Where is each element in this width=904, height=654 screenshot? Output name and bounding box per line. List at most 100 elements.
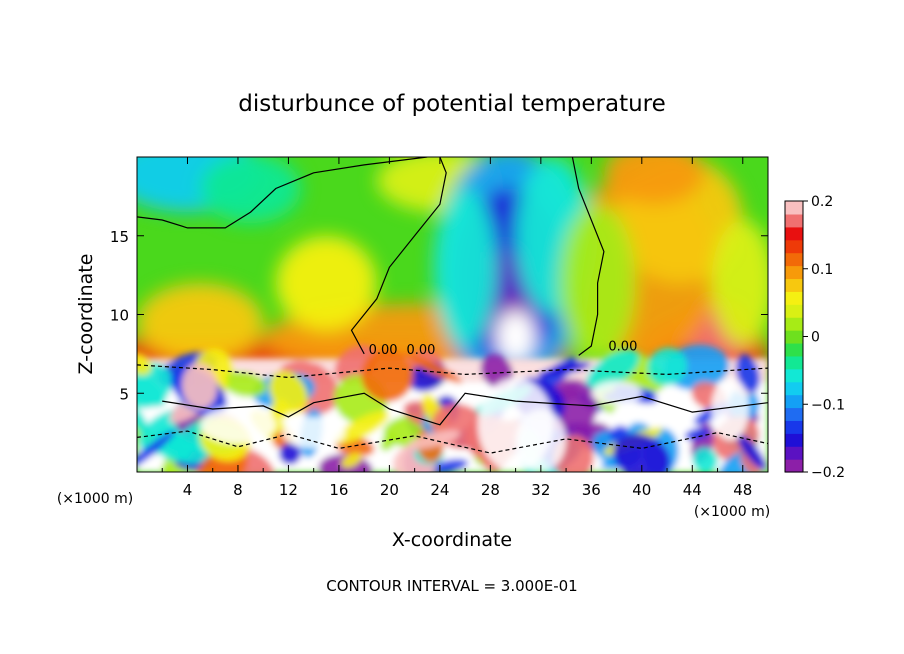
field-patch <box>361 349 414 402</box>
colorbar-swatch <box>785 381 803 396</box>
y-axis-ticks: 5 10 15 <box>110 228 768 403</box>
lower-field <box>137 344 768 472</box>
field-patch <box>433 188 497 346</box>
colorbar-swatch <box>785 459 803 473</box>
colorbar-swatch <box>785 394 803 409</box>
colorbar-swatch <box>785 355 803 370</box>
field-patch <box>404 352 463 384</box>
contour-line <box>571 157 605 356</box>
colorbar-swatch <box>785 213 803 228</box>
contour-lines: 0.00 0.00 0.00 <box>137 157 768 454</box>
field-patch <box>737 434 767 471</box>
contour-line <box>137 157 428 229</box>
field-patch <box>711 220 768 346</box>
colorbar-swatch <box>785 291 803 305</box>
interface-band <box>137 370 768 373</box>
contour-label: 0.00 <box>608 340 637 355</box>
field-patch <box>735 354 760 393</box>
field-patch <box>647 347 688 386</box>
colorbar-swatch <box>785 420 803 434</box>
colorbar-swatch <box>785 330 803 344</box>
colorbar-swatch <box>785 317 803 331</box>
field-patch <box>137 362 173 409</box>
x-tick-label: 16 <box>329 481 348 499</box>
x-axis-label: X-coordinate <box>392 529 512 551</box>
field-patch <box>613 433 671 472</box>
colorbar-tick-label: 0.1 <box>811 262 833 278</box>
colorbar-tick-label: 0.2 <box>811 194 833 210</box>
x-tick-label: 44 <box>683 481 702 499</box>
x-tick-label: 48 <box>733 481 752 499</box>
contour-line <box>162 392 768 426</box>
y-tick-label: 5 <box>119 385 129 403</box>
colorbar-swatch <box>785 252 803 267</box>
field-patch <box>495 310 536 363</box>
field-patch <box>711 377 750 441</box>
colorbar: 0.2 0.1 0 −0.1 −0.2 <box>784 194 845 481</box>
field-patch <box>334 410 390 445</box>
x-tick-label: 32 <box>531 481 550 499</box>
field-patch <box>380 433 396 451</box>
field-patch <box>282 416 346 449</box>
colorbar-swatch <box>785 265 803 280</box>
colorbar-swatch <box>785 304 803 318</box>
x-axis-ticks: 4 8 12 16 20 24 28 32 36 40 44 48 <box>161 157 752 499</box>
field-patch <box>137 430 176 472</box>
x-tick-label: 36 <box>582 481 601 499</box>
field-patch <box>515 409 567 472</box>
colorbar-swatch <box>785 433 803 447</box>
x-tick-label: 40 <box>632 481 651 499</box>
contour-label: 0.00 <box>369 343 398 358</box>
upper-field <box>137 157 768 392</box>
x-tick-label: 12 <box>279 481 298 499</box>
colorbar-tick-label: −0.2 <box>811 465 845 481</box>
field-patch <box>429 459 469 472</box>
x-tick-label: 28 <box>481 481 500 499</box>
field-patch <box>200 405 276 444</box>
colorbar-swatch <box>785 446 803 460</box>
field-patch <box>341 452 362 469</box>
field-patch <box>603 157 705 205</box>
y-axis-label: Z-coordinate <box>75 254 97 375</box>
contour-line <box>137 430 768 454</box>
colorbar-swatch <box>785 278 803 292</box>
contour-label: 0.00 <box>406 343 435 358</box>
field-patch <box>200 157 302 224</box>
field-patch <box>591 380 642 406</box>
colorbar-tick-label: −0.1 <box>811 397 845 413</box>
x-tick-label: 20 <box>380 481 399 499</box>
field-patch <box>609 425 629 442</box>
colorbar-swatch <box>785 226 803 241</box>
colorbar-swatch <box>785 342 803 357</box>
y-tick-label: 15 <box>110 228 129 246</box>
field-patch <box>137 352 152 376</box>
x-tick-label: 24 <box>430 481 449 499</box>
field-patch <box>275 235 377 331</box>
field-patch <box>586 349 640 391</box>
x-tick-label: 8 <box>233 481 243 499</box>
field-patch <box>181 363 218 409</box>
plot-area: 0.00 0.00 0.00 <box>137 157 768 472</box>
colorbar-swatch <box>785 407 803 421</box>
interface-band <box>137 358 768 361</box>
contour-interval-note: CONTOUR INTERVAL = 3.000E-01 <box>326 577 577 595</box>
field-patch <box>692 447 718 472</box>
interface-band <box>137 362 768 365</box>
contour-line <box>137 364 768 379</box>
field-patch <box>137 283 264 362</box>
x-unit-right: (×1000 m) <box>694 504 770 520</box>
field-patch <box>684 427 711 441</box>
x-unit-left: (×1000 m) <box>57 491 133 507</box>
colorbar-swatch <box>785 201 803 215</box>
colorbar-swatch <box>785 368 803 383</box>
colorbar-swatch <box>785 239 803 254</box>
x-tick-label: 4 <box>183 481 193 499</box>
field-patch <box>221 371 267 398</box>
interface-band <box>137 366 768 369</box>
field-patch <box>279 442 302 465</box>
colorbar-tick-label: 0 <box>811 330 820 346</box>
y-tick-label: 10 <box>110 307 129 325</box>
chart-title: disturbunce of potential temperature <box>238 91 666 117</box>
contour-line <box>350 157 447 355</box>
